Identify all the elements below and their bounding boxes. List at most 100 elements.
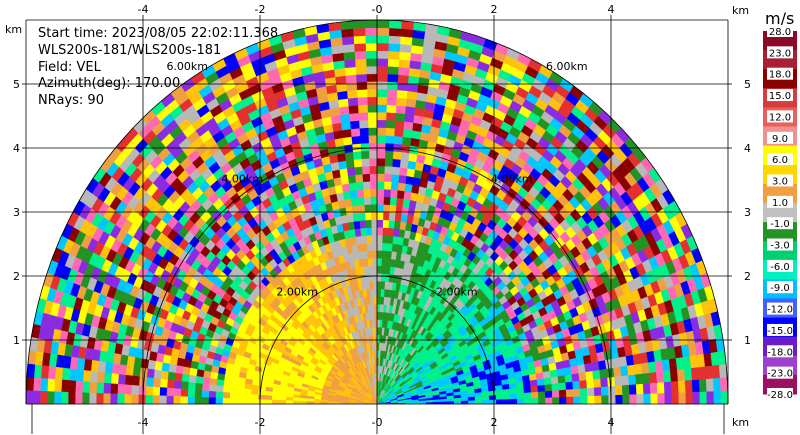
range-gate (173, 395, 181, 405)
range-gate (704, 365, 714, 380)
range-gate (250, 398, 258, 405)
range-gate (337, 98, 349, 108)
range-gate (161, 362, 170, 373)
range-gate (711, 364, 721, 379)
range-gate (628, 374, 637, 385)
range-gate (380, 273, 386, 282)
range-gate (376, 165, 385, 174)
range-gate (306, 401, 315, 405)
colorbar-unit: m/s (765, 9, 795, 28)
range-gate (382, 227, 389, 236)
colorbar-label: 23.0 (769, 48, 791, 59)
range-gate (372, 280, 378, 290)
colorbar-label: 9.0 (772, 134, 788, 145)
range-gate (379, 311, 384, 320)
range-gate (358, 212, 366, 221)
range-gate (88, 392, 97, 405)
range-gate (403, 190, 412, 201)
range-gate (552, 396, 560, 405)
range-gate (388, 219, 395, 229)
range-gate (614, 384, 623, 396)
range-gate (257, 394, 266, 400)
range-gate (537, 390, 546, 399)
range-gate (364, 27, 378, 36)
colorbar-label-bg (767, 153, 793, 166)
range-gate (376, 227, 383, 236)
range-gate (138, 385, 147, 396)
range-gate (369, 188, 378, 198)
y-tick-label-left: 5 (13, 78, 20, 91)
y-tick-label-left: 4 (13, 142, 20, 155)
range-gate (376, 50, 389, 59)
x-tick-label-top: -2 (255, 3, 266, 16)
range-gate (132, 366, 141, 377)
range-gate (613, 366, 622, 377)
range-gate (292, 400, 300, 405)
range-gate (351, 205, 359, 215)
range-gate (396, 81, 409, 92)
range-gate (371, 234, 378, 244)
range-gate (364, 219, 372, 229)
range-gate (372, 257, 378, 266)
range-gate (383, 181, 392, 190)
range-gate (194, 396, 202, 405)
range-gate (376, 134, 386, 144)
range-gate (353, 220, 361, 230)
range-gate (385, 127, 395, 137)
range-gate (649, 371, 658, 384)
range-gate (174, 372, 183, 382)
range-gate (354, 50, 367, 60)
range-gate (607, 385, 616, 396)
range-gate (376, 219, 384, 228)
range-gate (372, 265, 378, 274)
range-gate (376, 81, 388, 90)
range-gate (385, 119, 396, 129)
range-gate (346, 166, 356, 177)
range-gate (447, 400, 455, 405)
colorbar-label: 28.0 (769, 27, 791, 38)
range-gate (236, 398, 244, 405)
range-gate (393, 127, 404, 137)
colorbar-label: 6.0 (772, 155, 788, 166)
range-gate (366, 88, 378, 98)
range-gate (160, 370, 169, 381)
range-gate (364, 35, 378, 44)
range-gate (551, 389, 560, 398)
range-gate (543, 377, 552, 385)
range-gate (376, 104, 387, 113)
range-gate (145, 377, 154, 388)
field-label: Field: VEL (38, 60, 101, 75)
range-gate (386, 96, 397, 106)
range-gate (369, 288, 374, 297)
range-gate (285, 396, 294, 402)
range-gate (629, 393, 637, 405)
range-gate (168, 363, 177, 374)
range-gate (159, 378, 168, 389)
range-gate (621, 374, 630, 386)
range-gate (404, 183, 413, 193)
range-gate (606, 367, 615, 378)
range-gate (663, 381, 672, 394)
range-gate (237, 382, 246, 389)
colorbar-label: 3.0 (772, 176, 788, 187)
range-gate (380, 280, 386, 290)
range-gate (344, 151, 354, 161)
range-gate (385, 258, 392, 267)
range-gate (661, 358, 671, 372)
range-gate (338, 167, 348, 178)
range-gate (368, 150, 378, 159)
range-gate (355, 181, 364, 191)
range-gate (278, 396, 287, 401)
range-gate (705, 378, 715, 392)
range-ring-label: 6.00km (166, 60, 208, 73)
range-gate (382, 204, 390, 213)
range-gate (376, 280, 382, 290)
range-gate (720, 390, 729, 405)
range-gate (243, 398, 251, 405)
range-gate (495, 394, 504, 400)
range-gate (387, 50, 400, 60)
range-gate (394, 212, 402, 222)
colorbar-label-bg (767, 217, 793, 230)
range-gate (386, 89, 398, 98)
range-gate (376, 296, 381, 305)
